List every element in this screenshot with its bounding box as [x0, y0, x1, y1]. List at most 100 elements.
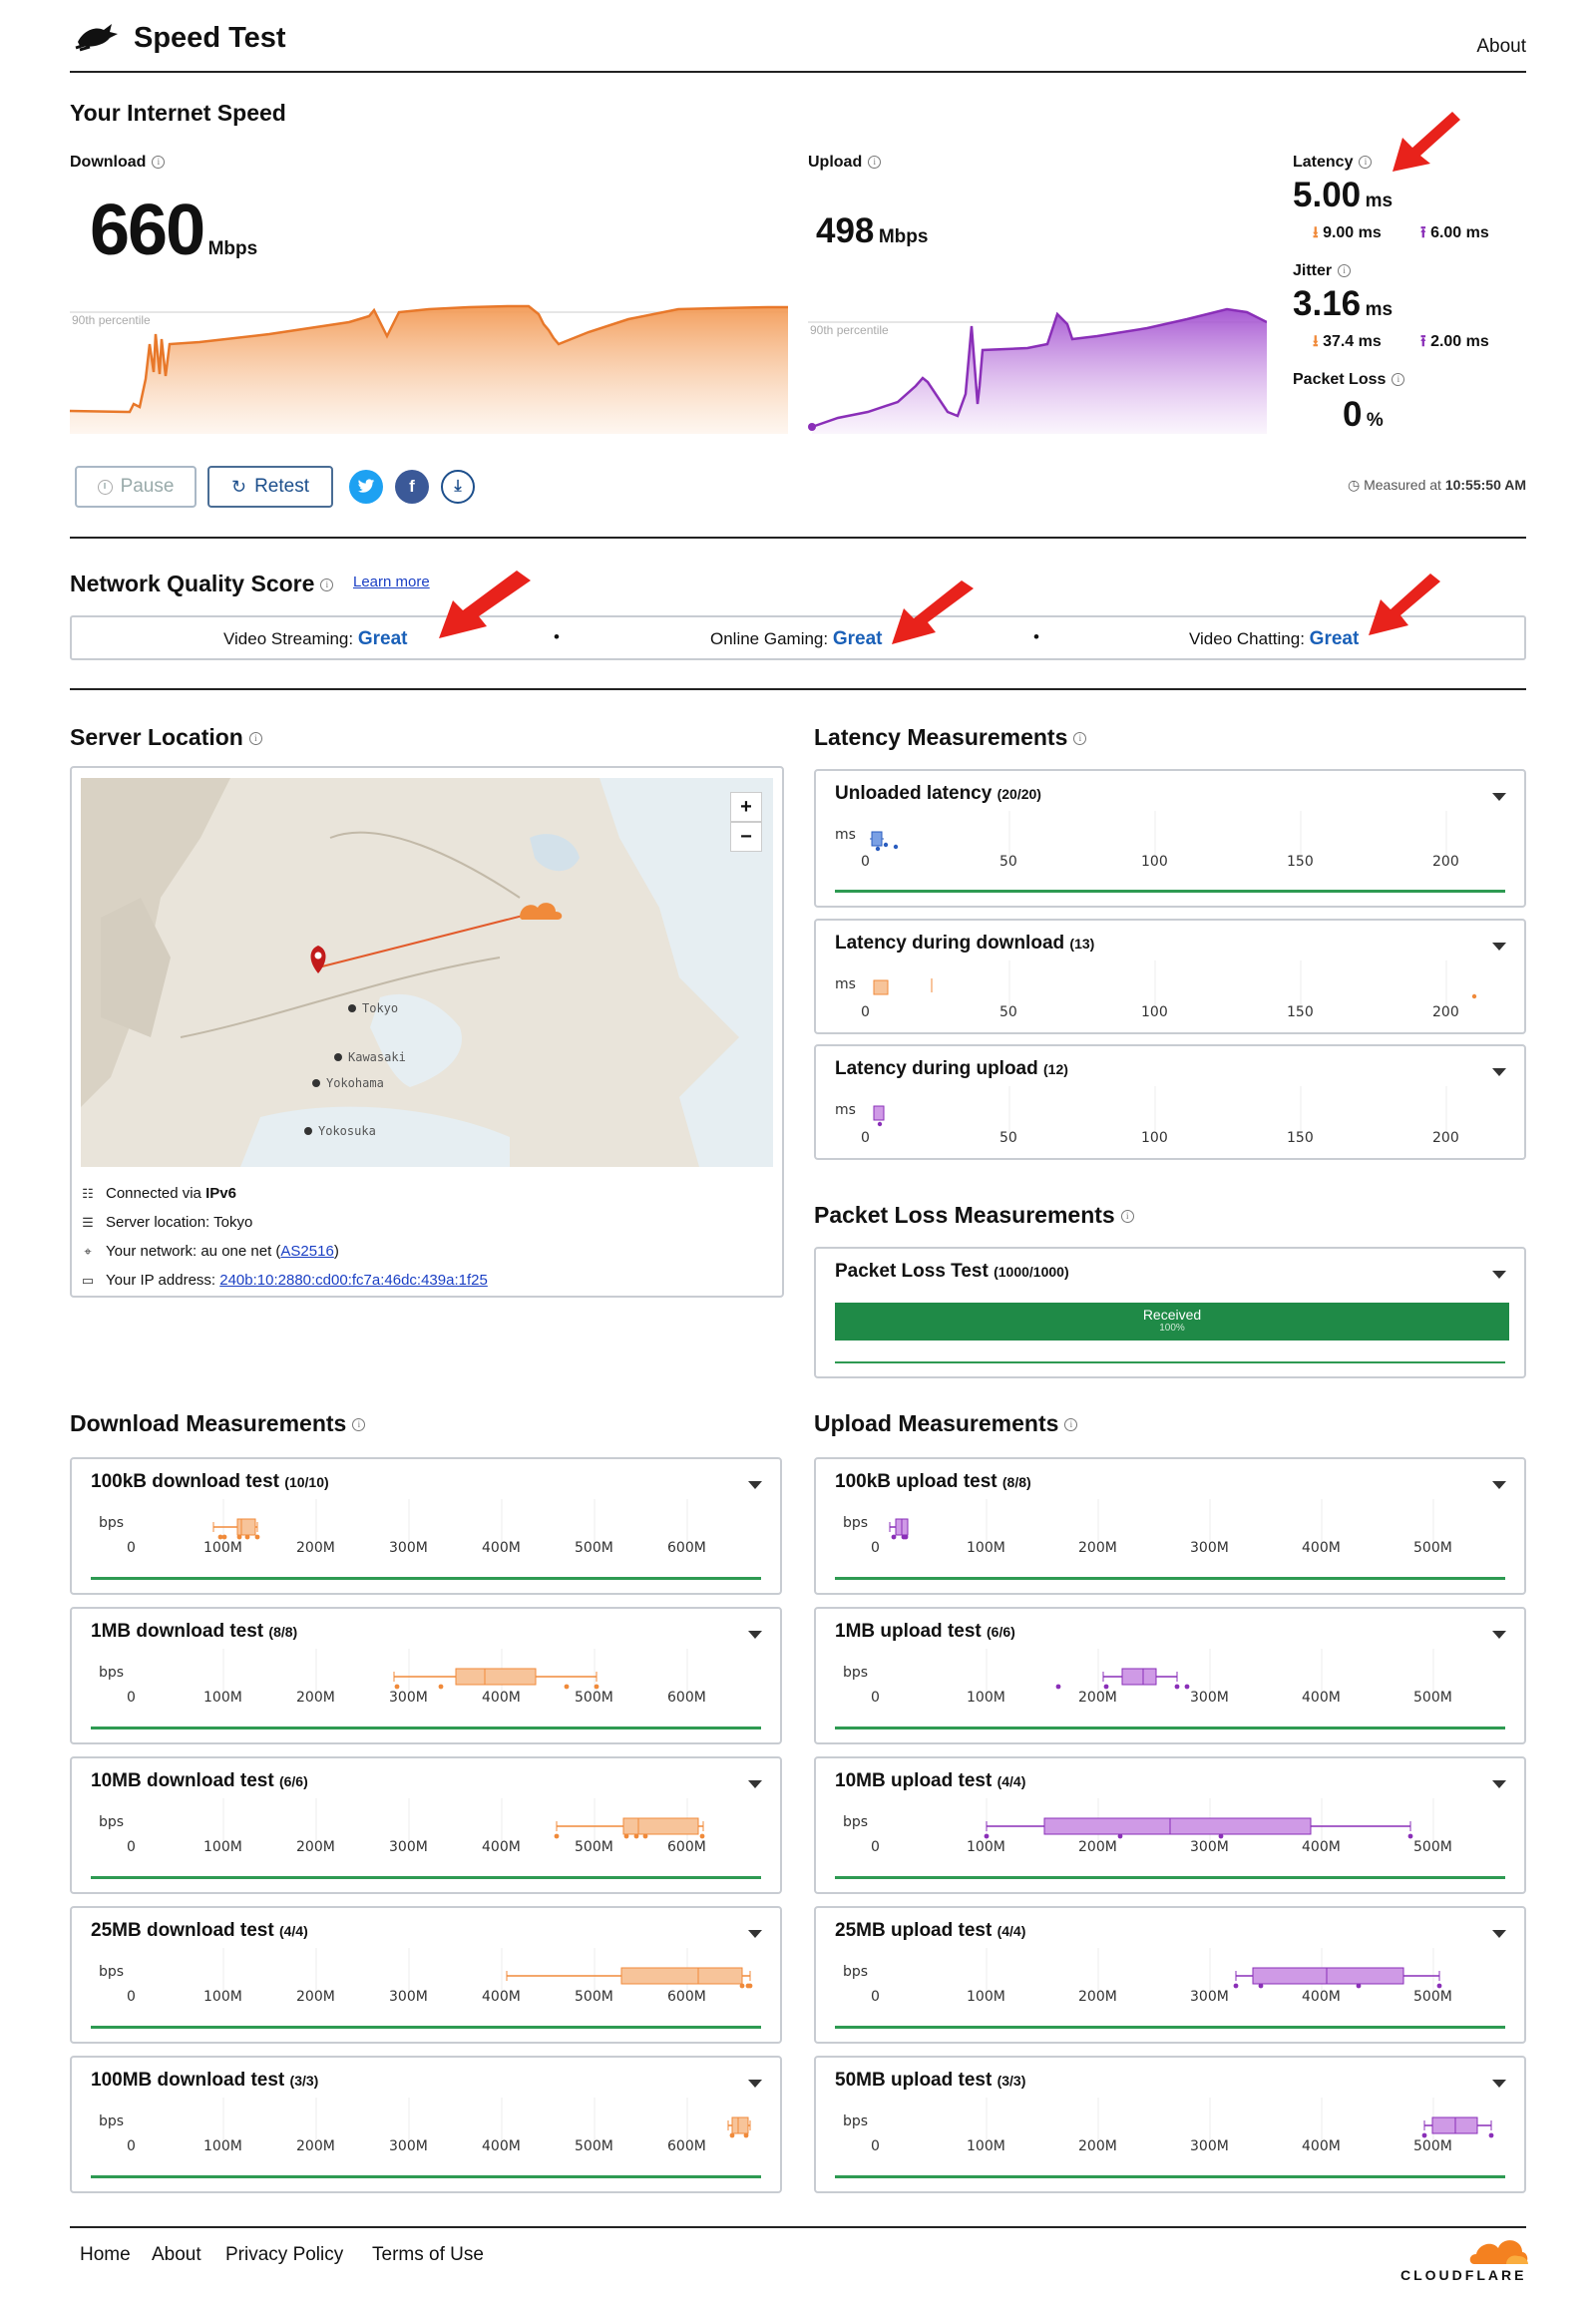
chevron-down-icon[interactable] — [748, 1930, 762, 1938]
jitter-value: 3.16 ms — [1293, 284, 1394, 323]
logo-icon[interactable] — [74, 20, 122, 52]
info-icon[interactable]: i — [352, 1418, 366, 1432]
card-title: Packet Loss Test (1000/1000) — [835, 1261, 1069, 1282]
about-link[interactable]: About — [1476, 36, 1526, 57]
svg-text:100M: 100M — [203, 1839, 242, 1855]
svg-text:300M: 300M — [389, 2138, 428, 2154]
chevron-down-icon[interactable] — [1492, 1631, 1506, 1639]
info-icon[interactable]: i — [1338, 264, 1352, 278]
app-title[interactable]: Speed Test — [134, 22, 286, 54]
info-icon[interactable]: i — [152, 156, 166, 170]
footer-about-link[interactable]: About — [152, 2244, 201, 2265]
card-title: 100kB upload test (8/8) — [835, 1471, 1031, 1492]
card-title: Latency during download (13) — [835, 933, 1095, 954]
svg-text:90th percentile: 90th percentile — [72, 313, 151, 327]
svg-text:500M: 500M — [575, 1989, 613, 2005]
svg-text:200: 200 — [1432, 1130, 1459, 1146]
svg-text:100M: 100M — [967, 1839, 1005, 1855]
svg-text:600M: 600M — [667, 1690, 706, 1706]
chevron-down-icon[interactable] — [1492, 2080, 1506, 2088]
chevron-down-icon[interactable] — [748, 2080, 762, 2088]
svg-text:150: 150 — [1287, 1130, 1314, 1146]
map-zoom-out[interactable]: − — [730, 822, 762, 852]
packet-loss-value: 0 % — [1343, 395, 1384, 434]
dot-separator: • — [554, 627, 560, 646]
measurement-card[interactable]: 25MB download test (4/4) bps 0 100M 200M 300M… — [70, 1906, 782, 2044]
card-status-line — [835, 1876, 1505, 1879]
info-icon[interactable]: i — [1392, 373, 1405, 387]
your-network-info: ⌖ Your network: au one net (AS2516) — [80, 1243, 338, 1260]
svg-text:300M: 300M — [389, 1839, 428, 1855]
chevron-down-icon[interactable] — [1492, 943, 1506, 951]
svg-text:100M: 100M — [967, 1540, 1005, 1556]
measured-at: ◷ Measured at 10:55:50 AM — [1347, 477, 1526, 493]
info-icon[interactable]: i — [868, 156, 882, 170]
learn-more-link[interactable]: Learn more — [353, 574, 430, 590]
svg-text:200M: 200M — [296, 1690, 335, 1706]
download-results-icon[interactable]: ⤓ — [441, 470, 475, 504]
upload-value: 498 Mbps — [816, 211, 929, 250]
jitter-up: ⭱ 2.00 ms — [1420, 333, 1489, 350]
unloaded-latency-card[interactable]: Unloaded latency (20/20) ms 0 50 100 150… — [814, 769, 1526, 908]
cloudflare-logo-icon[interactable] — [1466, 2230, 1530, 2266]
info-icon[interactable]: i — [248, 732, 262, 746]
chevron-down-icon[interactable] — [1492, 1930, 1506, 1938]
latency-upload-card[interactable]: Latency during upload (12) ms 0 50 100 1… — [814, 1044, 1526, 1160]
measurement-card[interactable]: 50MB upload test (3/3) bps 0 100M 200M 300M 40… — [814, 2056, 1526, 2193]
measurement-card[interactable]: 1MB upload test (6/6) bps 0 100M 200M 300M 400… — [814, 1607, 1526, 1744]
measurement-card[interactable]: 10MB upload test (4/4) bps 0 100M 200M 300M 40… — [814, 1756, 1526, 1894]
latency-boxplot: ms 0 50 100 150 200 — [835, 960, 1477, 1020]
chevron-down-icon[interactable] — [1492, 793, 1506, 801]
retest-button[interactable]: ↻ Retest — [207, 466, 333, 508]
server-map[interactable]: Tokyo Kawasaki Yokohama Yokosuka — [81, 778, 773, 1167]
chevron-down-icon[interactable] — [1492, 1780, 1506, 1788]
upload-label: Upload i — [808, 154, 882, 172]
measurement-card[interactable]: 1MB download test (8/8) bps 0 100M 200M 300M 4… — [70, 1607, 782, 1744]
map-zoom-in[interactable]: + — [730, 792, 762, 822]
ip-address-link[interactable]: 240b:10:2880:cd00:fc7a:46dc:439a:1f25 — [219, 1272, 488, 1289]
ip-address-info: ▭ Your IP address: 240b:10:2880:cd00:fc7a… — [81, 1272, 488, 1289]
measurement-card[interactable]: 100kB download test (10/10) bps 0 100M 200M 3… — [70, 1457, 782, 1595]
measurement-card[interactable]: 10MB download test (6/6) bps 0 100M 200M 300M… — [70, 1756, 782, 1894]
svg-text:ms: ms — [835, 827, 856, 843]
packet-loss-card[interactable]: Packet Loss Test (1000/1000) Received 10… — [814, 1247, 1526, 1378]
pause-button[interactable]: ‖ Pause — [75, 466, 197, 508]
measurement-card[interactable]: 100MB download test (3/3) bps 0 100M 200M 300… — [70, 2056, 782, 2193]
measurement-card[interactable]: 25MB upload test (4/4) bps 0 100M 200M 300M 40… — [814, 1906, 1526, 2044]
upload-arrow-icon: ⭱ — [1420, 333, 1426, 350]
svg-text:0: 0 — [871, 1540, 880, 1556]
jitter-label: Jitter i — [1293, 262, 1352, 280]
info-icon[interactable]: i — [320, 578, 334, 592]
svg-text:200M: 200M — [1078, 1989, 1117, 2005]
svg-text:0: 0 — [861, 854, 870, 870]
jitter-down: ⭳ 37.4 ms — [1313, 333, 1382, 350]
chevron-down-icon[interactable] — [1492, 1068, 1506, 1076]
twitter-icon[interactable] — [349, 470, 383, 504]
footer-privacy-link[interactable]: Privacy Policy — [225, 2244, 344, 2265]
svg-text:100M: 100M — [203, 2138, 242, 2154]
chevron-down-icon[interactable] — [1492, 1481, 1506, 1489]
facebook-icon[interactable]: f — [395, 470, 429, 504]
measurement-card[interactable]: 100kB upload test (8/8) bps 0 100M 200M 300M 4… — [814, 1457, 1526, 1595]
svg-text:0: 0 — [861, 1004, 870, 1020]
latency-label: Latency i — [1293, 154, 1373, 172]
footer-home-link[interactable]: Home — [80, 2244, 131, 2265]
info-icon[interactable]: i — [1359, 156, 1373, 170]
svg-text:300M: 300M — [1190, 1540, 1229, 1556]
card-title: 100kB download test (10/10) — [91, 1471, 329, 1492]
chevron-down-icon[interactable] — [748, 1481, 762, 1489]
chevron-down-icon[interactable] — [748, 1631, 762, 1639]
svg-text:400M: 400M — [482, 2138, 521, 2154]
footer-terms-link[interactable]: Terms of Use — [372, 2244, 484, 2265]
chevron-down-icon[interactable] — [1492, 1271, 1506, 1279]
chevron-down-icon[interactable] — [748, 1780, 762, 1788]
svg-text:0: 0 — [871, 1839, 880, 1855]
info-icon[interactable]: i — [1073, 732, 1087, 746]
latency-download-card[interactable]: Latency during download (13) ms 0 50 100… — [814, 919, 1526, 1034]
as-number-link[interactable]: AS2516 — [280, 1243, 334, 1260]
info-icon[interactable]: i — [1120, 1210, 1134, 1224]
info-icon[interactable]: i — [1064, 1418, 1078, 1432]
speed-section-title: Your Internet Speed — [70, 100, 286, 126]
